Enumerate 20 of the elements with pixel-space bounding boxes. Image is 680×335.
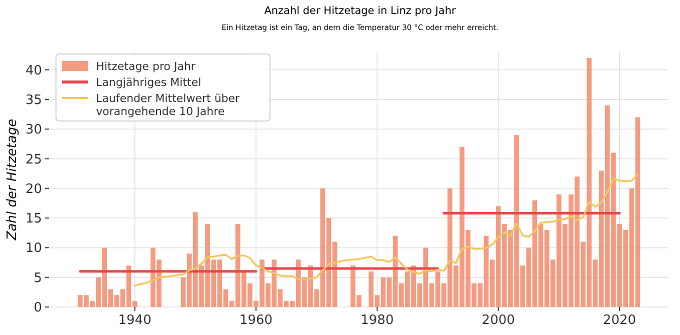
y-tick-label: 5: [34, 270, 42, 286]
y-tick-label: 40: [25, 63, 42, 78]
chart-title: Anzahl der Hitzetage in Linz pro Jahr: [264, 5, 456, 17]
x-tick-label: 2020: [602, 313, 636, 328]
legend-label: Langjähriges Mittel: [96, 76, 202, 89]
y-tick-label: 20: [25, 182, 42, 197]
x-tick-label: 1940: [118, 313, 152, 328]
x-tick-label: 1960: [239, 313, 273, 328]
line-series: [134, 174, 639, 287]
y-tick-label: 30: [25, 122, 42, 138]
x-tick-label: 1980: [360, 313, 394, 328]
legend-label: Hitzetage pro Jahr: [96, 60, 196, 73]
y-tick-label: 0: [34, 300, 42, 316]
y-axis-title: Zahl der Hitzetage: [5, 118, 20, 242]
legend-label: Laufender Mittelwert über vorangehende 10 Jahre: [96, 92, 240, 118]
y-tick-label: 15: [25, 212, 42, 227]
y-tick-label: 35: [25, 92, 42, 108]
y-tick-label: 10: [25, 241, 42, 256]
x-tick-label: 2000: [482, 313, 515, 328]
y-tick-label: 25: [25, 152, 42, 168]
